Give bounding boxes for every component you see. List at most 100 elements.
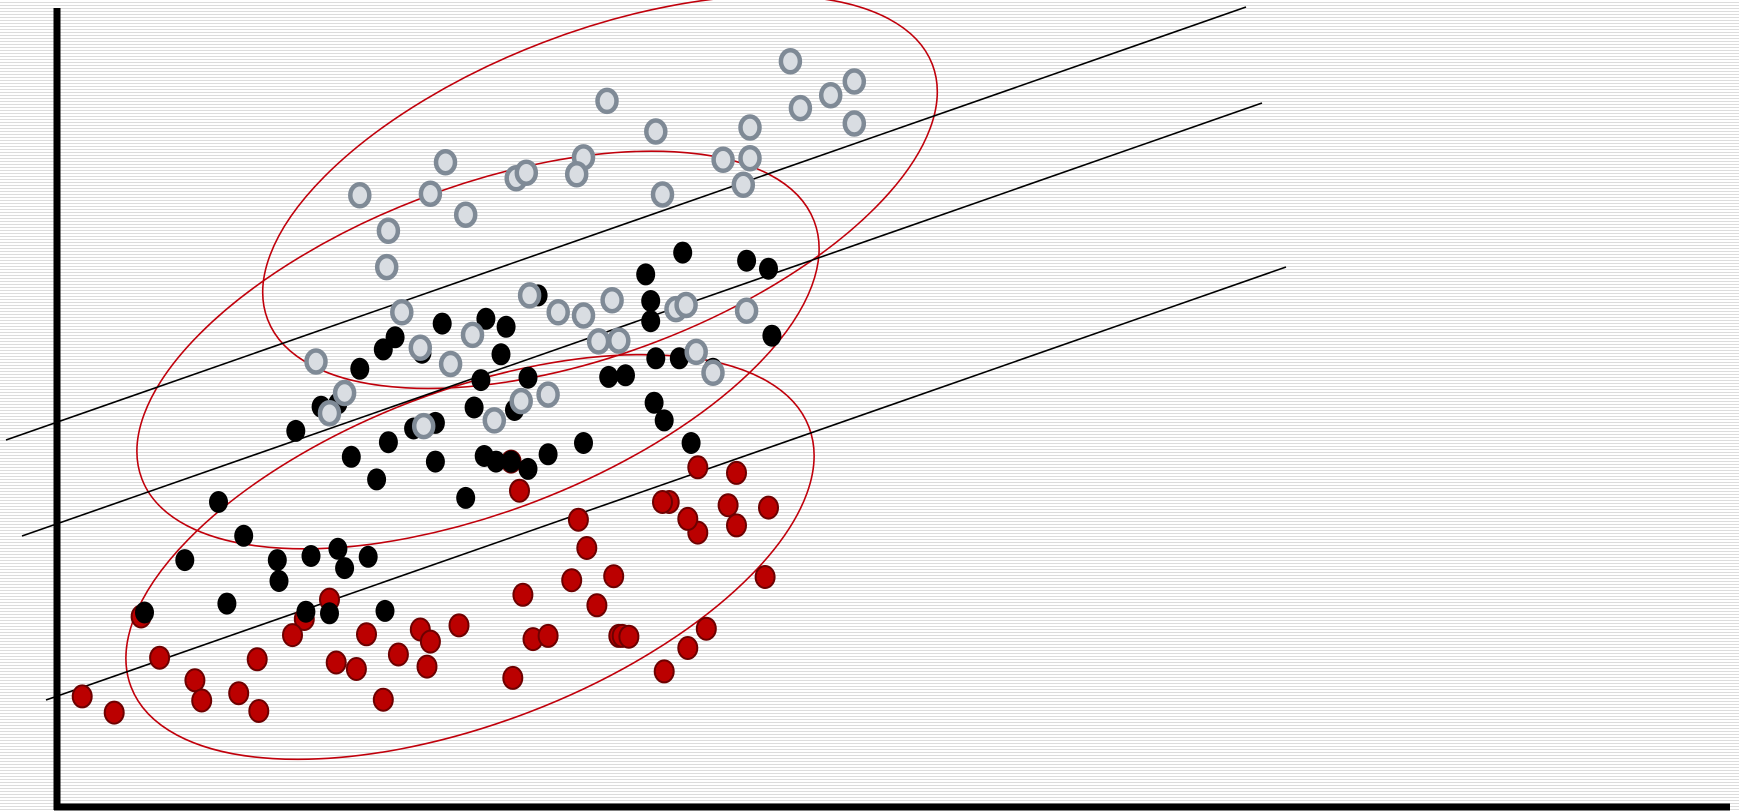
data-point-black [538,443,558,466]
data-point-red [356,622,377,647]
data-point-black [574,432,593,454]
data-point-gray-ring [374,253,399,281]
data-point-red [184,668,206,693]
data-point-red [502,665,524,690]
data-point-red [677,636,699,660]
data-point-gray-ring [644,118,668,145]
data-point-red [191,688,213,713]
data-point-black [456,486,476,509]
cluster-ellipse-top [261,0,939,390]
data-point-gray-ring [734,297,759,324]
data-point-black [641,310,661,333]
data-point-black [759,257,778,280]
data-point-red [717,493,739,518]
data-point-gray-ring [650,181,675,208]
data-point-black [209,491,228,513]
data-point-gray-ring [684,338,708,366]
data-point-red [652,490,673,514]
data-point-black [350,357,370,380]
data-point-gray-ring [788,94,813,122]
data-point-black [496,315,516,338]
data-point-black [681,432,701,454]
data-point-red [448,613,470,638]
data-point-black [378,431,398,454]
cluster-ellipse-bottom [125,353,815,761]
data-point-red [687,455,709,480]
data-point-black [518,457,538,480]
data-point-black [476,307,496,330]
data-point-black [646,347,666,370]
data-point-black [486,450,506,473]
data-point-gray-ring [546,299,570,326]
data-point-red [71,684,93,709]
data-point-gray-ring [317,399,342,427]
data-point-red [758,495,779,520]
data-point-gray-ring [438,350,463,378]
data-point-red [677,506,699,531]
data-point-gray-ring [433,148,458,176]
data-point-black [269,570,289,592]
data-point-gray-ring [607,327,631,354]
data-point-gray-ring [460,321,485,349]
data-point-gray-ring [332,379,357,407]
data-point-black [341,445,361,468]
data-point-black [464,396,484,419]
data-point-red [248,699,270,723]
data-point-black [320,602,339,625]
data-point-black [296,600,316,623]
data-point-black [175,549,195,572]
data-point-red [603,564,625,589]
data-point-red [695,616,717,641]
data-point-gray-ring [738,114,762,141]
data-point-red [509,478,530,503]
data-point-gray-ring [674,291,698,319]
data-point-red [576,536,598,560]
data-point-black [599,365,619,388]
data-point-red [586,593,608,618]
data-point-black [367,468,387,491]
data-point-red [325,650,347,675]
data-point-gray-ring [701,359,725,387]
data-point-black [286,419,306,442]
data-point-black [373,338,393,361]
data-point-red [726,460,747,485]
data-point-black [217,592,237,615]
data-point-gray-ring [778,48,803,75]
data-point-red [653,659,675,684]
data-point-gray-ring [842,110,867,137]
data-point-red [419,629,441,654]
data-point-black [432,312,452,335]
data-point-gray-ring [586,328,611,355]
data-point-gray-ring [453,201,478,228]
data-point-black [501,450,521,473]
data-point-black [267,549,287,572]
data-point-gray-ring [514,159,539,186]
data-point-gray-ring [731,171,756,199]
data-point-gray-ring [536,381,560,408]
separator-line-bottom [45,266,1287,701]
separator-lines [5,6,1287,701]
data-point-red [228,681,250,706]
data-point-black [491,343,511,366]
data-point-black [358,545,378,568]
data-point-black [301,545,321,567]
data-point-red [282,623,303,648]
data-point-red [561,568,583,593]
data-point-red [149,645,171,670]
data-point-gray-ring [411,412,436,440]
data-point-black [135,601,154,624]
data-point-gray-ring [738,144,762,172]
data-point-black [644,391,664,414]
data-point-red [726,513,747,538]
data-point-red [246,647,268,672]
data-point-red [512,582,534,607]
data-point-red [618,624,640,649]
data-point-black [616,364,635,387]
data-point-gray-ring [418,180,443,207]
data-point-gray-ring [517,282,542,309]
data-point-black [737,249,757,272]
data-point-red [416,654,438,679]
data-point-gray-ring [600,286,624,314]
data-point-red [387,642,409,667]
